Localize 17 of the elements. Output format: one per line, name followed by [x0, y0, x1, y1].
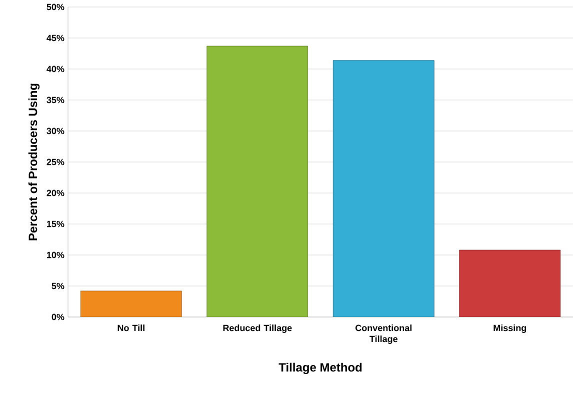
y-tick-label: 40% [46, 66, 64, 72]
y-tick-label: 10% [47, 252, 64, 258]
y-axis-title: Percent of Producers Using [28, 84, 40, 240]
x-tick-label: No Till [118, 324, 144, 332]
y-tick-label: 15% [47, 220, 64, 228]
y-tick-label: 25% [46, 158, 64, 166]
y-tick-label: 50% [46, 4, 64, 10]
y-tick-label: 30% [46, 128, 64, 134]
y-tick-label: 0% [52, 314, 64, 320]
x-tick-label: Missing [494, 324, 526, 333]
x-tick-label: Reduced Tillage [223, 324, 292, 333]
y-tick-label: 45% [46, 34, 64, 42]
y-tick-label: 20% [46, 190, 64, 196]
x-axis-title: Tillage Method [278, 362, 362, 374]
y-tick-label: 35% [46, 96, 64, 104]
y-tick-label: 5% [52, 282, 64, 290]
x-tick-label: Conventional Tillage [356, 324, 412, 344]
